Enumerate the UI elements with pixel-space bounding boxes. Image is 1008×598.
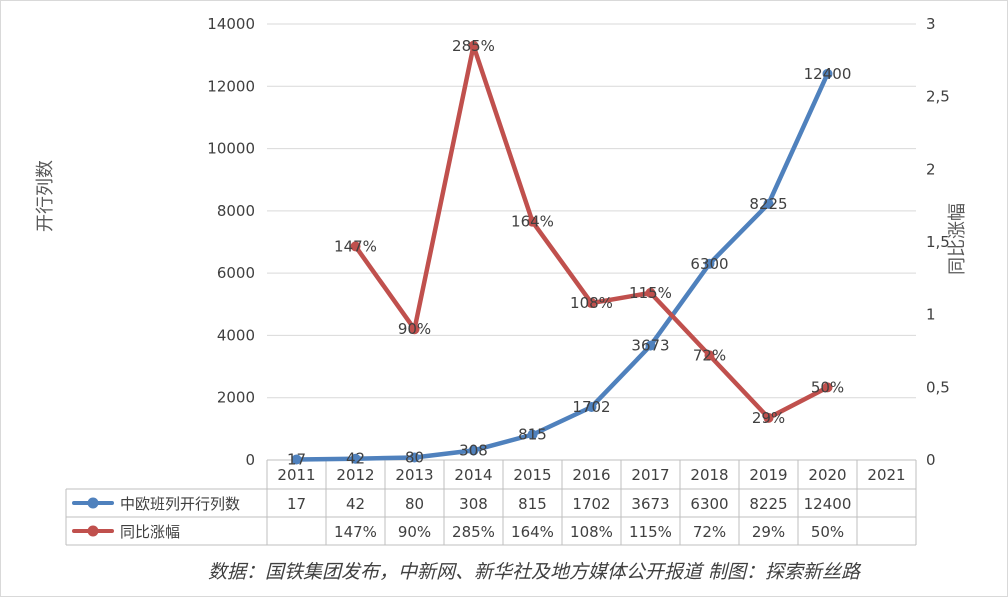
legend-dot-marker [87, 525, 99, 537]
legend-series-name: 中欧班列开行列数 [120, 495, 240, 513]
table-value-cell: 308 [459, 495, 488, 513]
data-label: 1702 [572, 398, 610, 416]
category-label: 2011 [277, 466, 315, 484]
table-value-cell: 90% [398, 523, 431, 541]
data-label: 42 [346, 450, 365, 468]
table-value-cell: 72% [693, 523, 726, 541]
data-point [645, 287, 656, 298]
series-line [294, 71, 830, 462]
table-value-cell: 12400 [804, 495, 852, 513]
legend-series-name: 同比涨幅 [120, 523, 180, 541]
data-label: 80 [405, 449, 424, 467]
data-point [468, 445, 479, 456]
table-value-cell: 164% [511, 523, 554, 541]
data-point [763, 412, 774, 423]
data-point [763, 198, 774, 209]
right-tick-label: 2 [926, 160, 936, 178]
series-lines [291, 40, 833, 465]
data-table: 2011 2012 2013 2014 2015 2016 2017 2018 2019 2020… [65, 459, 917, 546]
category-label: 2014 [454, 466, 492, 484]
category-label: 2017 [631, 466, 669, 484]
data-label: 17 [287, 450, 306, 468]
right-tick-label: 2,5 [926, 88, 950, 106]
data-point [350, 241, 361, 252]
category-label: 2020 [808, 466, 846, 484]
data-point [409, 324, 420, 335]
category-label: 2021 [867, 466, 905, 484]
data-label: 164% [511, 213, 554, 231]
category-label: 2012 [336, 466, 374, 484]
data-point [704, 258, 715, 269]
left-tick-label: 4000 [217, 326, 255, 344]
data-point [527, 429, 538, 440]
left-tick-label: 2000 [217, 389, 255, 407]
data-point [822, 68, 833, 79]
data-label: 50% [811, 378, 844, 396]
category-label: 2013 [395, 466, 433, 484]
table-value-cell: 6300 [690, 495, 728, 513]
left-axis-ticks: 0 2000 4000 6000 8000 10000 12000 14000 [207, 15, 255, 469]
data-point [822, 382, 833, 393]
data-label: 90% [398, 320, 431, 338]
category-label: 2018 [690, 466, 728, 484]
right-axis-ticks: 0 0,5 1 1,5 2 2,5 3 [926, 15, 950, 469]
right-axis-title: 同比涨幅 [947, 203, 968, 275]
left-tick-label: 0 [245, 451, 255, 469]
table-value-cell: 42 [346, 495, 365, 513]
data-label: 8225 [749, 195, 787, 213]
data-point [350, 453, 361, 464]
data-point [586, 401, 597, 412]
data-label: 12400 [804, 65, 852, 83]
right-tick-label: 3 [926, 15, 936, 33]
category-label: 2015 [513, 466, 551, 484]
left-tick-label: 10000 [207, 140, 255, 158]
table-value-cell: 147% [334, 523, 377, 541]
data-point [409, 452, 420, 463]
data-label: 108% [570, 294, 613, 312]
data-label: 815 [518, 426, 547, 444]
table-value-cell: 285% [452, 523, 495, 541]
right-tick-label: 1 [926, 306, 936, 324]
right-tick-label: 0 [926, 451, 936, 469]
table-value-cell: 17 [287, 495, 306, 513]
source-note: 数据：国铁集团发布，中新网、新华社及地方媒体公开报道 制图：探索新丝路 [208, 561, 861, 583]
data-point [527, 216, 538, 227]
data-point [645, 340, 656, 351]
left-axis-title: 开行列数 [35, 160, 56, 232]
category-label: 2019 [749, 466, 787, 484]
series-line [353, 43, 830, 421]
table-value-cell: 1702 [572, 495, 610, 513]
data-point [586, 298, 597, 309]
table-value-cell: 3673 [631, 495, 669, 513]
table-value-cell: 115% [629, 523, 672, 541]
right-tick-label: 0,5 [926, 378, 950, 396]
data-label: 72% [693, 346, 726, 364]
left-tick-label: 14000 [207, 15, 255, 33]
table-value-cell: 80 [405, 495, 424, 513]
left-tick-label: 12000 [207, 77, 255, 95]
data-label: 3673 [631, 337, 669, 355]
table-value-cell: 815 [518, 495, 547, 513]
table-value-cell: 8225 [749, 495, 787, 513]
right-tick-label: 1,5 [926, 233, 950, 251]
data-labels: 17 42 80 308 815 1702 3673 6300 8225 12400 147% 90%… [287, 37, 851, 469]
data-label: 147% [334, 237, 377, 255]
left-tick-label: 6000 [217, 264, 255, 282]
table-value-cell: 108% [570, 523, 613, 541]
data-point [468, 40, 479, 51]
legend-dot-marker [87, 497, 99, 509]
left-tick-label: 8000 [217, 202, 255, 220]
data-label: 308 [459, 441, 488, 459]
data-point [291, 454, 302, 465]
data-point [704, 350, 715, 361]
data-label: 115% [629, 284, 672, 302]
table-value-cell: 29% [752, 523, 785, 541]
category-label: 2016 [572, 466, 610, 484]
table-value-cell: 50% [811, 523, 844, 541]
data-label: 29% [752, 409, 785, 427]
data-label: 285% [452, 37, 495, 55]
data-label: 6300 [690, 255, 728, 273]
